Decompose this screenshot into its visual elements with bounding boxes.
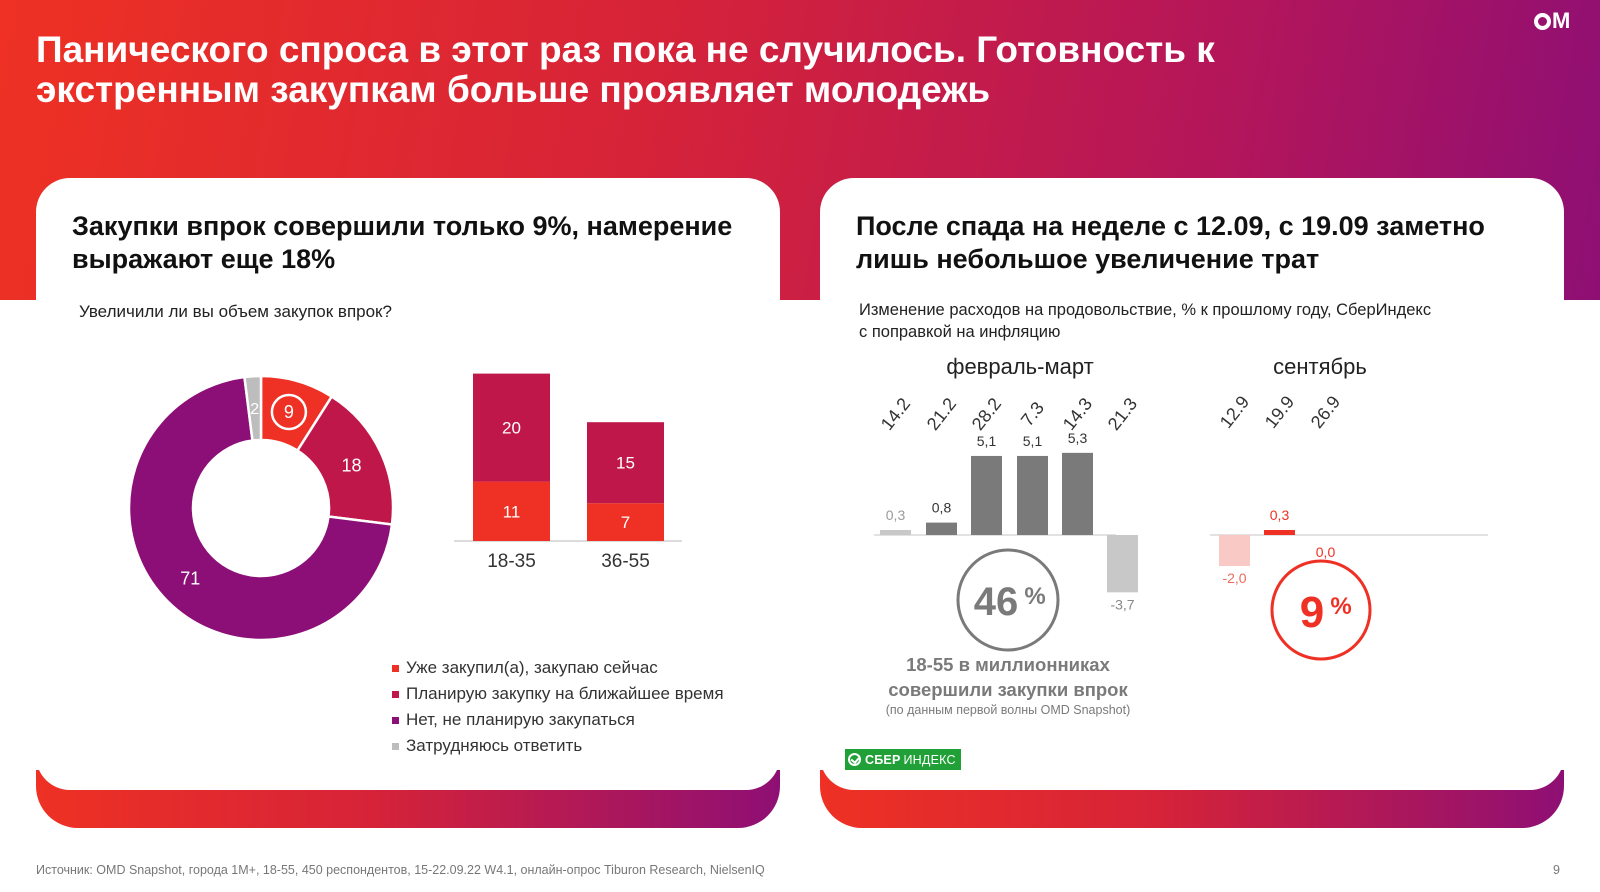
sber-bar-label: -2,0 bbox=[1222, 570, 1246, 586]
donut-data-label: 71 bbox=[180, 569, 200, 589]
stack-category-label: 18-35 bbox=[487, 551, 536, 572]
sber-index-chart: февраль-март сентябрь14.20,321.20,828.25,… bbox=[874, 354, 1488, 717]
sber-bar bbox=[1062, 452, 1093, 535]
legend-swatch bbox=[392, 716, 399, 724]
right-card: После спада на неделе с 12.09, с 19.09 з… bbox=[820, 178, 1564, 790]
chart-subtitle-line2: с поправкой на инфляцию bbox=[859, 323, 1061, 341]
sber-check-icon bbox=[848, 753, 861, 766]
chart-subtitle: Изменение расходов на продовольствие, % … bbox=[859, 299, 1431, 343]
stack-data-label: 7 bbox=[621, 513, 630, 532]
legend: Уже закупил(а), закупаю сейчас Планирую з… bbox=[392, 655, 724, 759]
date-label: 26.9 bbox=[1307, 392, 1344, 432]
sber-logo-bold: СБЕР bbox=[865, 752, 901, 767]
sber-bar bbox=[1017, 455, 1048, 535]
sber-bar-label: 0,3 bbox=[1270, 507, 1290, 523]
sber-logo-light: ИНДЕКС bbox=[903, 752, 956, 767]
sber-bar bbox=[926, 522, 957, 535]
page-number: 9 bbox=[1553, 863, 1560, 877]
callout-text-line1: 18-55 в миллионниках bbox=[906, 654, 1110, 675]
date-label: 7.3 bbox=[1017, 398, 1048, 430]
page-title: Панического спроса в этот раз пока не сл… bbox=[36, 29, 1215, 110]
date-label: 28.2 bbox=[968, 394, 1005, 434]
survey-question: Увеличили ли вы объем закупок впрок? bbox=[79, 302, 392, 321]
sber-bar bbox=[1107, 535, 1138, 593]
chart-subtitle-line1: Изменение расходов на продовольствие, % … bbox=[859, 301, 1432, 319]
date-label: 19.9 bbox=[1261, 392, 1298, 432]
callout-note: (по данным первой волны OMD Snapshot) bbox=[886, 703, 1131, 717]
left-card: Закупки впрок совершили только 9%, намер… bbox=[36, 178, 780, 790]
sber-bar bbox=[1264, 530, 1295, 535]
callout-value-9: 9 bbox=[1300, 588, 1324, 637]
stack-bar-segment bbox=[473, 481, 550, 541]
donut-slice bbox=[127, 375, 394, 642]
donut-data-label: 9 bbox=[284, 402, 294, 422]
stacked-bar-chart: 11 20 18-35 7 15 36-55 bbox=[454, 373, 682, 572]
callout-unit-9: % bbox=[1330, 593, 1351, 620]
omd-logo: M bbox=[1534, 6, 1586, 36]
group-label: сентябрь bbox=[1273, 354, 1367, 379]
callout-unit-46: % bbox=[1024, 583, 1045, 610]
donut-chart: 9 18 71 2 bbox=[127, 374, 395, 642]
sber-bar-label: 5,1 bbox=[1023, 433, 1043, 449]
callout-circle-9 bbox=[1270, 559, 1372, 661]
legend-swatch bbox=[392, 664, 399, 672]
sber-bar bbox=[1219, 535, 1250, 566]
legend-label: Уже закупил(а), закупаю сейчас bbox=[406, 658, 658, 677]
omd-logo-text: M bbox=[1552, 8, 1570, 33]
stack-bar-segment bbox=[587, 503, 664, 541]
footer-source: Источник: OMD Snapshot, города 1М+, 18-5… bbox=[36, 863, 765, 877]
donut-data-label: 18 bbox=[341, 455, 361, 475]
donut-hole bbox=[194, 441, 328, 575]
legend-label: Планирую закупку на ближайшее время bbox=[406, 684, 724, 703]
right-card-title: После спада на неделе с 12.09, с 19.09 з… bbox=[856, 211, 1485, 274]
sber-bar-label: 0,8 bbox=[932, 500, 952, 516]
stack-data-label: 20 bbox=[502, 419, 521, 438]
omd-logo-ring-icon bbox=[1534, 12, 1551, 30]
sber-bar-label: 0,0 bbox=[1316, 544, 1336, 560]
sber-bar-label: 5,3 bbox=[1068, 430, 1088, 446]
stack-bar-segment bbox=[473, 373, 550, 482]
date-label: 12.9 bbox=[1216, 392, 1253, 432]
date-label: 21.2 bbox=[923, 394, 960, 434]
legend-item: Нет, не планирую закупаться bbox=[392, 707, 724, 733]
legend-item: Уже закупил(а), закупаю сейчас bbox=[392, 655, 724, 681]
legend-item: Планирую закупку на ближайшее время bbox=[392, 681, 724, 707]
sber-bar-label: 5,1 bbox=[977, 433, 997, 449]
stack-bar-segment bbox=[587, 422, 664, 504]
callout-value-46: 46 bbox=[974, 580, 1019, 624]
group-label: февраль-март bbox=[946, 354, 1093, 379]
donut-slice bbox=[243, 374, 263, 442]
donut-highlight-ring bbox=[270, 393, 308, 431]
left-card-title: Закупки впрок совершили только 9%, намер… bbox=[72, 211, 733, 274]
stack-data-label: 11 bbox=[503, 502, 521, 521]
stack-data-label: 15 bbox=[616, 454, 635, 473]
sber-bar bbox=[880, 530, 911, 535]
legend-label: Затрудняюсь ответить bbox=[406, 736, 583, 755]
sber-bar-label: 0,3 bbox=[886, 507, 906, 523]
legend-swatch bbox=[392, 690, 399, 698]
legend-swatch bbox=[392, 742, 399, 750]
legend-label: Нет, не планирую закупаться bbox=[406, 710, 635, 729]
date-label: 14.2 bbox=[877, 394, 914, 434]
legend-item: Затрудняюсь ответить bbox=[392, 733, 724, 759]
stack-category-label: 36-55 bbox=[601, 551, 650, 572]
sber-bar-label: -3,7 bbox=[1110, 596, 1134, 612]
sber-index-logo: СБЕР ИНДЕКС bbox=[845, 749, 961, 770]
donut-data-label: 2 bbox=[250, 401, 259, 418]
date-label: 21.3 bbox=[1104, 394, 1141, 434]
callout-circle-46 bbox=[956, 548, 1060, 652]
sber-bar bbox=[971, 455, 1002, 535]
date-label: 14.3 bbox=[1059, 394, 1096, 434]
callout-text-line2: совершили закупки впрок bbox=[888, 679, 1128, 700]
